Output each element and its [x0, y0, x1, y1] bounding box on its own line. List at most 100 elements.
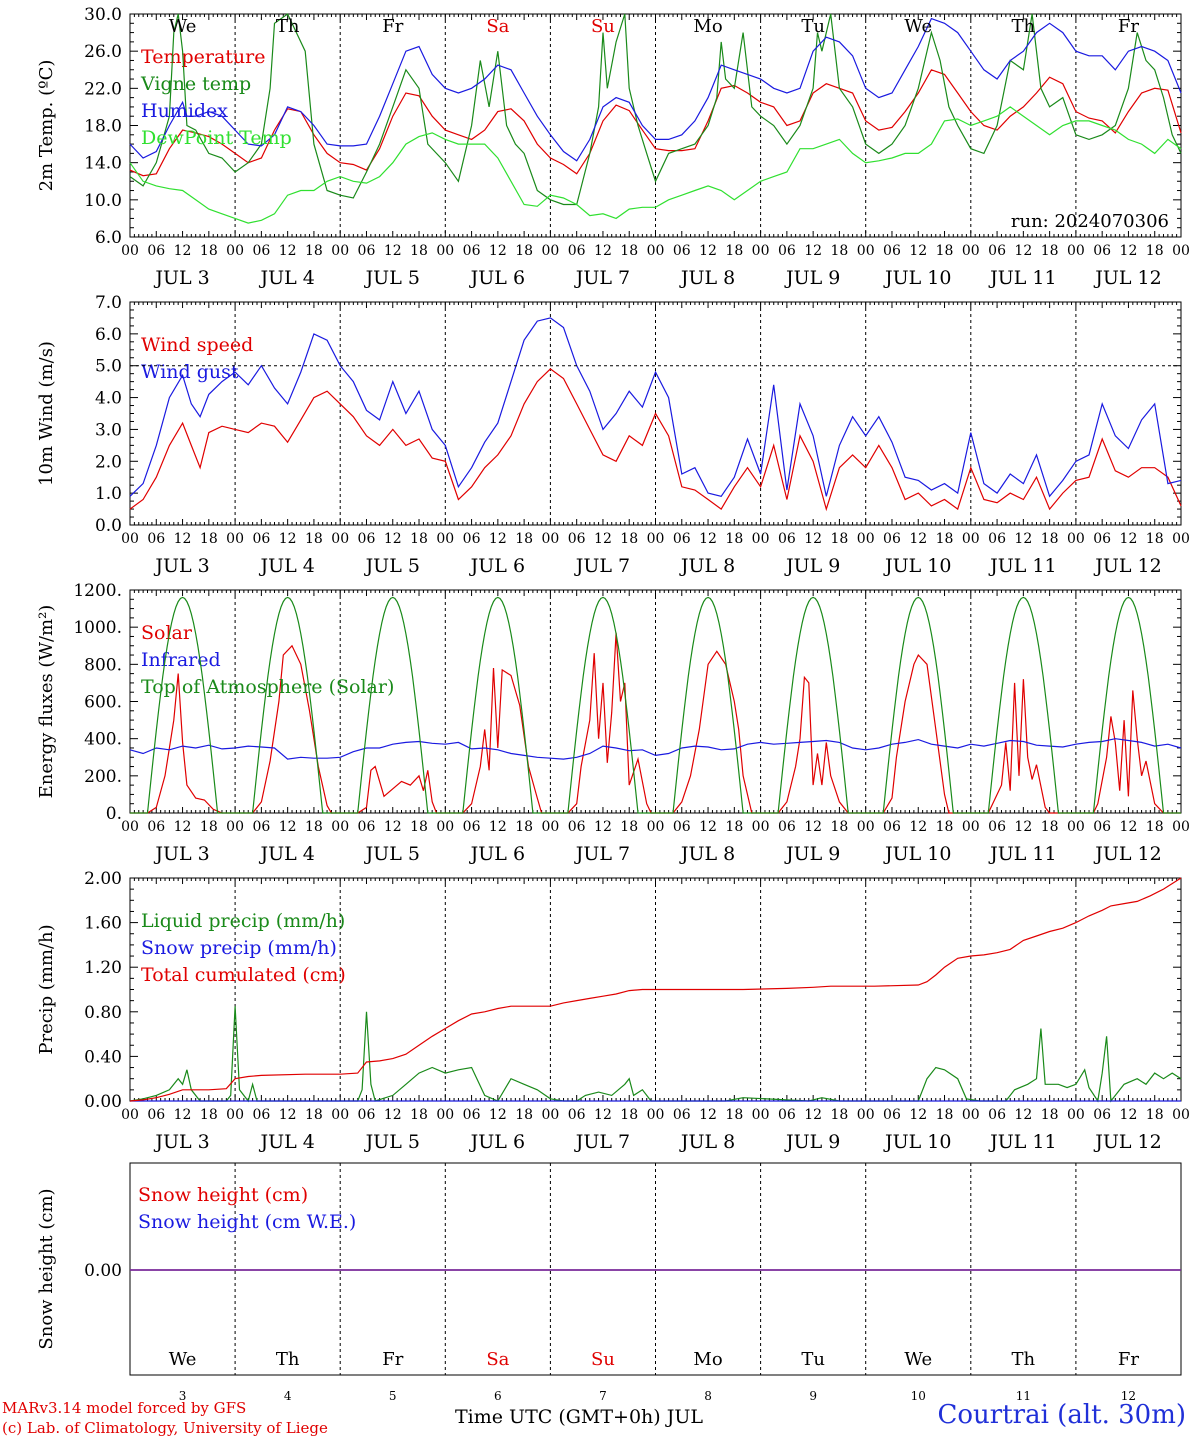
- y-tick-label: 2.0: [95, 452, 122, 472]
- hour-tick-label: 18: [515, 1107, 533, 1123]
- hour-tick-label: 12: [1120, 531, 1138, 547]
- hour-tick-label: 12: [804, 531, 822, 547]
- hour-tick-label: 12: [804, 1107, 822, 1123]
- hour-tick-label: 00: [962, 1107, 980, 1123]
- hour-tick-label: 00: [121, 819, 139, 835]
- hour-tick-label: 06: [673, 819, 691, 835]
- hour-tick-label: 18: [936, 531, 954, 547]
- y-tick-label: 18.0: [84, 117, 122, 137]
- legend-entry: Wind gust: [141, 361, 239, 383]
- day-number-label: 12: [1121, 1389, 1136, 1403]
- hour-tick-label: 00: [752, 819, 770, 835]
- hour-tick-label: 06: [568, 819, 586, 835]
- y-tick-label: 800.: [84, 655, 122, 675]
- hour-tick-label: 12: [279, 531, 297, 547]
- hour-tick-label: 06: [883, 1107, 901, 1123]
- y-tick-label: 0.40: [84, 1047, 122, 1067]
- legend-entry: Top of Atmosphere (Solar): [141, 676, 394, 698]
- hour-tick-label: 12: [804, 819, 822, 835]
- day-number-label: 9: [809, 1389, 817, 1403]
- hour-tick-label: 12: [384, 531, 402, 547]
- date-label: JUL 9: [784, 843, 840, 865]
- panel-frame-2: [129, 589, 1182, 814]
- legend-entry: Humidex: [141, 100, 228, 122]
- hour-tick-label: 06: [673, 243, 691, 259]
- date-label: JUL 4: [258, 555, 314, 577]
- y-tick-label: 200.: [84, 767, 122, 787]
- hour-tick-label: 18: [1041, 819, 1059, 835]
- hour-tick-label: 00: [1067, 531, 1085, 547]
- hour-tick-label: 00: [752, 243, 770, 259]
- weekday-label: Fr: [1118, 1349, 1139, 1370]
- hour-tick-label: 00: [226, 819, 244, 835]
- date-label: JUL 9: [784, 555, 840, 577]
- hour-tick-label: 00: [1067, 819, 1085, 835]
- hour-tick-label: 18: [1041, 531, 1059, 547]
- legend-entry: Snow height (cm): [138, 1184, 308, 1206]
- hour-tick-label: 12: [909, 819, 927, 835]
- weekday-label: Th: [1012, 16, 1036, 37]
- hour-tick-label: 06: [463, 531, 481, 547]
- date-label: JUL 8: [679, 267, 735, 289]
- hour-tick-label: 12: [594, 1107, 612, 1123]
- weekday-label: Fr: [1118, 16, 1139, 37]
- hour-tick-label: 12: [699, 1107, 717, 1123]
- hour-tick-label: 12: [594, 819, 612, 835]
- hour-tick-label: 06: [252, 243, 270, 259]
- hour-tick-label: 00: [541, 531, 559, 547]
- hour-tick-label: 00: [331, 531, 349, 547]
- hour-tick-label: 06: [463, 819, 481, 835]
- hour-tick-label: 12: [174, 531, 192, 547]
- date-label: JUL 10: [883, 843, 951, 865]
- hour-tick-label: 06: [1093, 243, 1111, 259]
- y-tick-label: 6.0: [95, 325, 122, 345]
- hour-tick-label: 06: [463, 1107, 481, 1123]
- hour-tick-label: 06: [147, 1107, 165, 1123]
- y-tick-label: 1.60: [84, 914, 122, 934]
- hour-tick-label: 00: [752, 1107, 770, 1123]
- hour-tick-label: 06: [988, 1107, 1006, 1123]
- date-label: JUL 11: [988, 267, 1056, 289]
- day-number-label: 11: [1016, 1389, 1031, 1403]
- hour-tick-label: 12: [489, 1107, 507, 1123]
- hour-tick-label: 00: [541, 819, 559, 835]
- date-label: JUL 11: [988, 555, 1056, 577]
- hour-tick-label: 06: [463, 243, 481, 259]
- weekday-label: Tu: [801, 16, 825, 37]
- date-label: JUL 8: [679, 555, 735, 577]
- hour-tick-label: 06: [673, 531, 691, 547]
- y-tick-label: 400.: [84, 730, 122, 750]
- y-axis-label: 10m Wind (m/s): [36, 341, 57, 486]
- hour-tick-label: 06: [358, 531, 376, 547]
- hour-tick-label: 00: [436, 819, 454, 835]
- date-label: JUL 11: [988, 1131, 1056, 1153]
- hour-tick-label: 00: [436, 243, 454, 259]
- y-tick-label: 7.0: [95, 293, 122, 313]
- hour-tick-label: 18: [725, 531, 743, 547]
- y-tick-label: 1.0: [95, 484, 122, 504]
- hour-tick-label: 12: [1014, 531, 1032, 547]
- date-label: JUL 3: [153, 267, 209, 289]
- series-line-dewpoint-temp: [129, 106, 1182, 224]
- legend-entry: Temperature: [141, 46, 265, 68]
- panel-frame-0: [129, 13, 1182, 238]
- hour-tick-label: 12: [279, 243, 297, 259]
- hour-tick-label: 12: [699, 243, 717, 259]
- hour-tick-label: 06: [568, 531, 586, 547]
- hour-tick-label: 18: [515, 819, 533, 835]
- hour-tick-label: 06: [252, 1107, 270, 1123]
- hour-tick-label: 18: [515, 243, 533, 259]
- date-label: JUL 3: [153, 1131, 209, 1153]
- y-tick-label: 0.00: [84, 1092, 122, 1112]
- hour-tick-label: 00: [857, 1107, 875, 1123]
- hour-tick-label: 18: [1041, 1107, 1059, 1123]
- y-tick-label: 2.00: [84, 869, 122, 889]
- hour-tick-label: 18: [1146, 819, 1164, 835]
- date-label: JUL 5: [364, 843, 420, 865]
- hour-tick-label: 00: [541, 243, 559, 259]
- y-tick-label: 1000.: [73, 618, 122, 638]
- hour-tick-label: 00: [752, 531, 770, 547]
- series-line-infrared: [129, 738, 1182, 760]
- lab-credit: (c) Lab. of Climatology, University of L…: [2, 1419, 328, 1437]
- weekday-label: Fr: [382, 1349, 403, 1370]
